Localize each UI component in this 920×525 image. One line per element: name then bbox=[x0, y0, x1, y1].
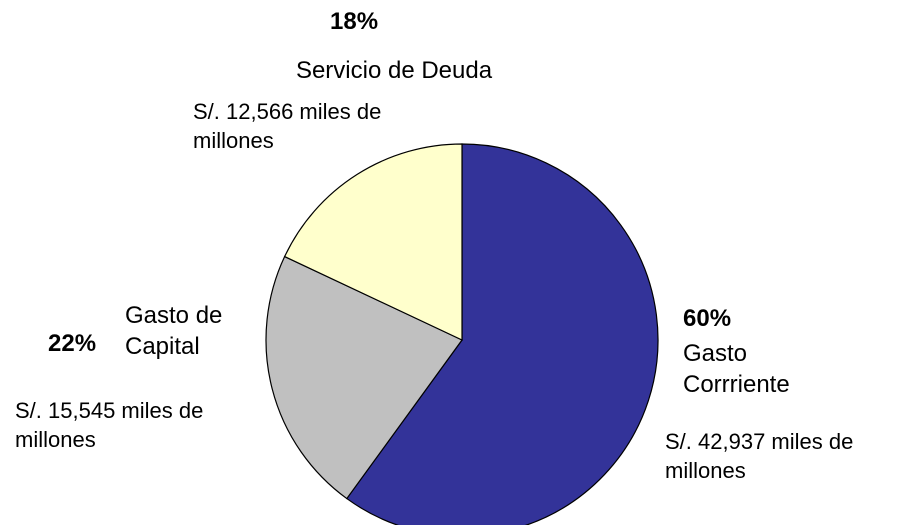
amount-label: S/. 15,545 miles de millones bbox=[15, 398, 204, 452]
category-label: Gasto Corrriente bbox=[683, 340, 790, 399]
percent-label: 18% bbox=[330, 8, 379, 35]
category-label: Servicio de Deuda bbox=[295, 57, 493, 84]
pie-slice bbox=[283, 143, 463, 341]
percent-label: 22% bbox=[48, 330, 97, 357]
percent-label: 60% bbox=[683, 305, 732, 332]
amount-label: S/. 42,937 miles de millones bbox=[665, 429, 854, 483]
pie-slice bbox=[345, 143, 659, 525]
category-label: Gasto de Capital bbox=[125, 302, 223, 361]
amount-label: S/. 12,566 miles de millones bbox=[193, 99, 382, 153]
